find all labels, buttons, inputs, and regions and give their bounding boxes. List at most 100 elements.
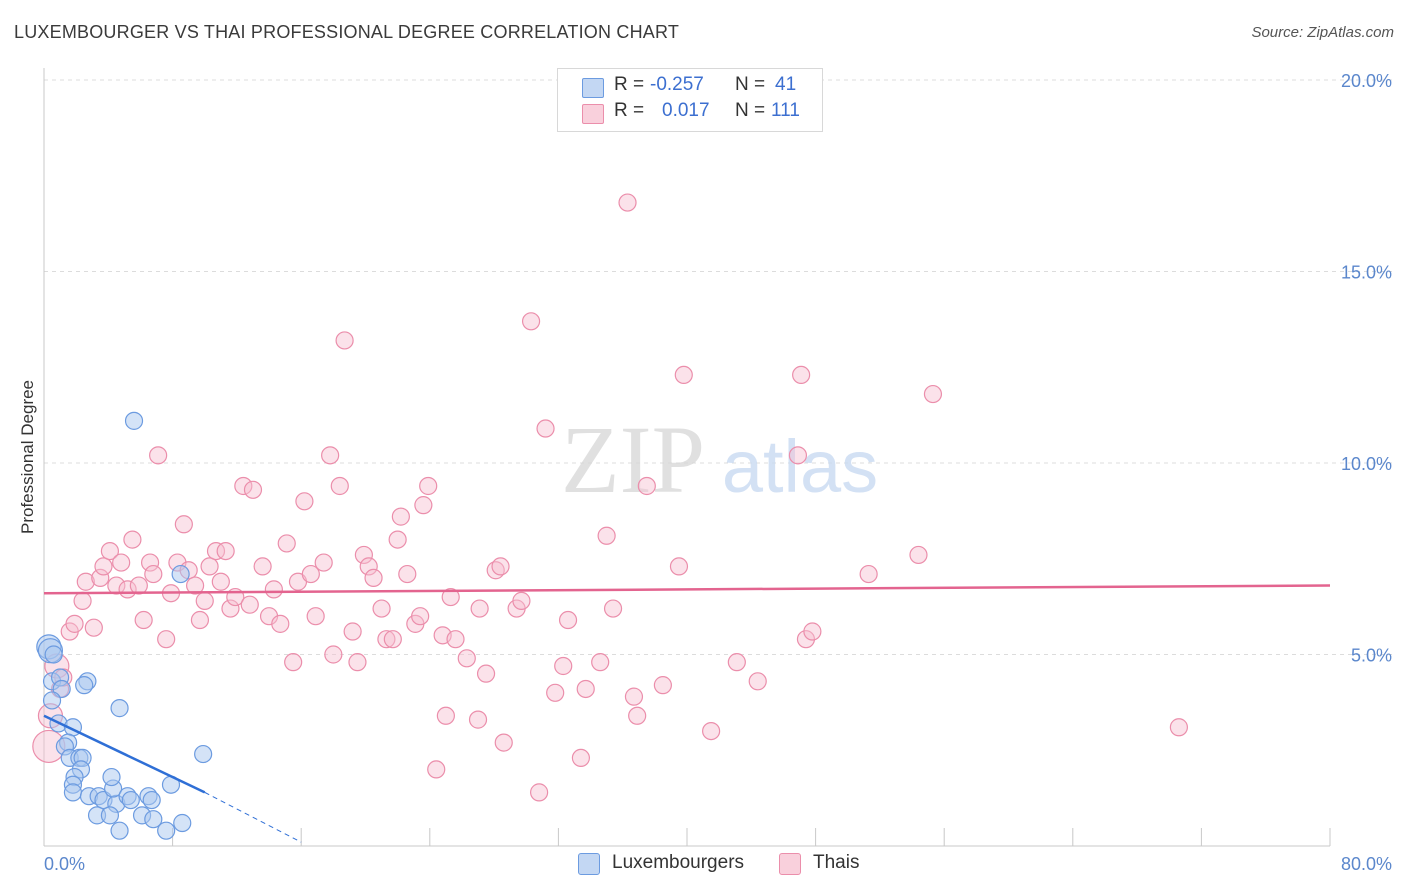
thai-point	[186, 576, 205, 595]
thai-point	[149, 446, 168, 465]
legend-r-value: -0.257	[650, 74, 704, 95]
thai-point	[100, 541, 120, 561]
thai-point	[388, 530, 407, 549]
thai-point	[803, 622, 822, 641]
thai-point	[364, 568, 383, 588]
thai-point	[377, 630, 396, 649]
thai-point	[107, 576, 126, 595]
thai-point	[923, 384, 943, 404]
thai-point	[253, 557, 272, 576]
thai-point	[674, 365, 693, 385]
thai-point	[491, 557, 510, 576]
thai-point	[216, 541, 235, 561]
thai-point	[295, 492, 314, 511]
thai-point	[476, 664, 496, 683]
thai-point	[144, 564, 163, 584]
thai-point	[271, 614, 290, 633]
thai-point	[383, 630, 402, 649]
legend: R = -0.257 N = 41 R = 0.017 N = 111	[557, 68, 823, 132]
axis-layer: 5.0% 10.0% 15.0% 20.0%	[43, 68, 1392, 847]
thai-point	[521, 312, 541, 331]
luxembourger-point	[110, 699, 129, 718]
thai-point	[354, 545, 373, 565]
watermark-atlas: atlas	[722, 425, 878, 508]
watermark-zip: ZIP	[561, 406, 705, 513]
x-tick-label-max: 80.0%	[1341, 854, 1392, 874]
thai-point	[123, 530, 142, 549]
thai-point	[221, 599, 240, 618]
thai-point	[624, 687, 644, 706]
thai-point	[1169, 718, 1188, 737]
chart-title: LUXEMBOURGER VS THAI PROFESSIONAL DEGREE…	[14, 22, 680, 42]
x-tick-label-min: 0.0%	[44, 854, 85, 874]
luxembourger-point	[157, 821, 176, 840]
thai-point	[788, 446, 808, 465]
thai-point	[571, 748, 591, 768]
luxembourger-point	[110, 821, 129, 840]
thai-point	[324, 645, 343, 664]
thai-point	[348, 653, 367, 672]
y-tick-label: 5.0%	[1351, 646, 1392, 666]
thai-point	[174, 515, 193, 534]
thai-point	[157, 630, 176, 649]
legend-n-value: 41	[775, 74, 797, 95]
legend-n-label: N =	[735, 74, 766, 95]
luxembourger-point	[194, 744, 213, 764]
luxembourger-point	[102, 767, 121, 787]
thai-point	[512, 591, 531, 610]
thai-point	[314, 553, 333, 572]
legend-n-value: 111	[771, 100, 800, 121]
trend-lines	[43, 584, 1331, 843]
thai-point	[372, 599, 391, 618]
luxembourger-point	[173, 813, 192, 833]
thai-point	[65, 614, 84, 633]
thai-point	[195, 591, 214, 610]
thai-point	[427, 760, 446, 779]
luxembourger-trend-extension	[204, 791, 302, 843]
thai-point	[73, 591, 92, 610]
luxembourger-trend-line	[43, 714, 206, 794]
thai-point	[591, 653, 610, 672]
thai-series	[32, 193, 1188, 802]
thai-point	[206, 541, 226, 561]
thai-point	[200, 557, 219, 576]
luxembourger-point	[121, 790, 140, 810]
watermark: ZIP atlas	[561, 406, 878, 513]
thai-point	[129, 576, 148, 595]
y-tick-label: 15.0%	[1341, 263, 1392, 283]
thai-point	[546, 683, 565, 702]
thai-point	[792, 365, 811, 385]
legend-n-label: N =	[735, 100, 766, 121]
bottom-legend-label: Thais	[813, 852, 860, 873]
thai-point	[240, 595, 259, 614]
legend-swatch-pink	[582, 104, 604, 124]
thai-point	[669, 557, 689, 576]
thai-point	[576, 679, 595, 699]
thai-point	[359, 557, 378, 576]
thai-point	[321, 446, 340, 465]
luxembourger-point	[42, 691, 62, 710]
bottom-legend-swatch-pink	[779, 853, 801, 875]
thai-point	[91, 568, 110, 588]
bottom-legend-swatch-blue	[578, 853, 600, 875]
luxembourger-point	[171, 564, 190, 584]
thai-point	[436, 706, 455, 725]
thai-point	[558, 610, 578, 630]
thai-point	[446, 630, 465, 649]
luxembourger-point	[100, 806, 120, 825]
luxembourger-series	[36, 411, 213, 840]
luxembourger-point	[44, 645, 63, 664]
thai-point	[702, 721, 721, 741]
thai-point	[494, 733, 513, 752]
thai-point	[470, 599, 489, 618]
thai-point	[554, 656, 573, 676]
thai-point	[441, 587, 460, 607]
thai-point	[243, 480, 263, 499]
thai-point	[94, 557, 113, 576]
thai-point	[277, 534, 296, 553]
source-label: Source: ZipAtlas.com	[1251, 24, 1394, 41]
thai-point	[536, 419, 555, 438]
thai-point	[84, 618, 103, 637]
legend-r-label: R =	[614, 74, 645, 95]
